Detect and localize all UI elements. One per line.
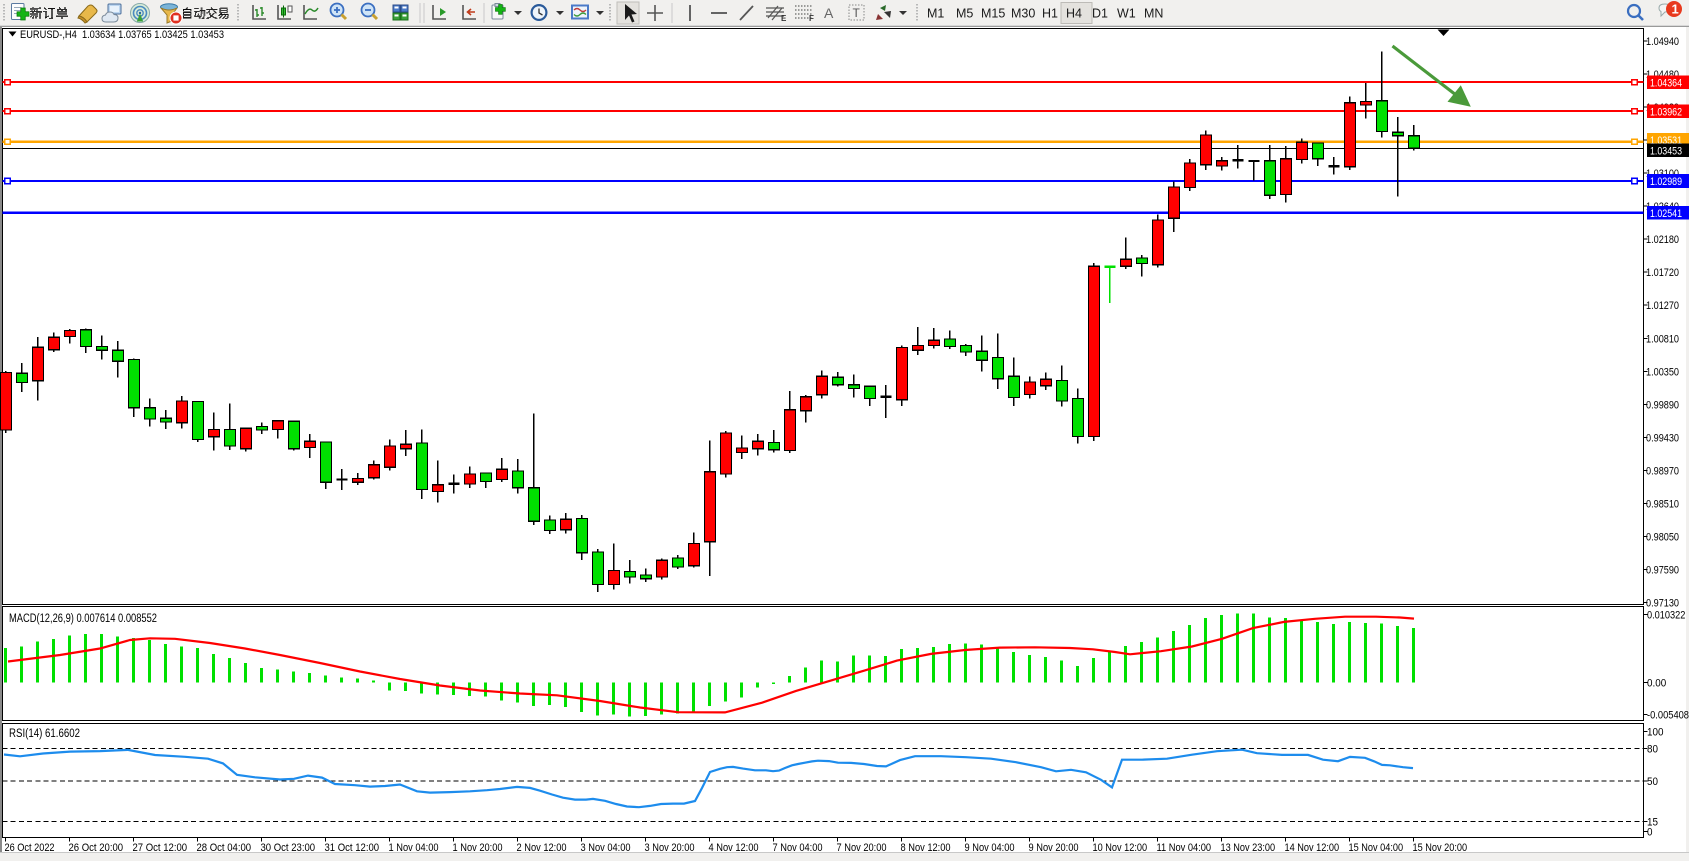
svg-text:M1: M1 — [927, 7, 944, 21]
svg-text:15 Nov 20:00: 15 Nov 20:00 — [1413, 842, 1468, 854]
svg-text:26 Oct 20:00: 26 Oct 20:00 — [69, 842, 124, 854]
svg-text:1.02180: 1.02180 — [1646, 234, 1679, 246]
svg-text:0.97130: 0.97130 — [1646, 598, 1679, 610]
svg-text:0.99890: 0.99890 — [1646, 399, 1679, 411]
svg-text:1.02989: 1.02989 — [1650, 176, 1682, 188]
svg-text:E: E — [781, 14, 787, 23]
svg-text:0.010322: 0.010322 — [1647, 609, 1685, 621]
svg-text:0.99430: 0.99430 — [1646, 432, 1679, 444]
svg-text:1.04364: 1.04364 — [1650, 77, 1682, 89]
svg-text:0.98510: 0.98510 — [1646, 498, 1679, 510]
svg-text:1.04940: 1.04940 — [1646, 36, 1679, 48]
svg-text:F: F — [809, 14, 814, 23]
svg-text:1 Nov 20:00: 1 Nov 20:00 — [453, 842, 503, 854]
svg-text:W1: W1 — [1117, 7, 1136, 21]
svg-text:27 Oct 12:00: 27 Oct 12:00 — [133, 842, 188, 854]
svg-text:80: 80 — [1647, 743, 1658, 755]
svg-text:30 Oct 23:00: 30 Oct 23:00 — [261, 842, 316, 854]
svg-text:H1: H1 — [1042, 7, 1058, 21]
svg-text:4 Nov 12:00: 4 Nov 12:00 — [709, 842, 759, 854]
svg-text:14 Nov 12:00: 14 Nov 12:00 — [1285, 842, 1340, 854]
svg-text:RSI(14) 61.6602: RSI(14) 61.6602 — [9, 728, 80, 740]
svg-text:EURUSD-,H4 1.03634 1.03765 1.: EURUSD-,H4 1.03634 1.03765 1.03425 1.034… — [20, 29, 224, 41]
svg-text:MN: MN — [1144, 7, 1163, 21]
svg-text:28 Oct 04:00: 28 Oct 04:00 — [197, 842, 252, 854]
svg-text:1.01720: 1.01720 — [1646, 267, 1679, 279]
svg-text:8 Nov 12:00: 8 Nov 12:00 — [901, 842, 951, 854]
svg-text:0.97590: 0.97590 — [1646, 564, 1679, 576]
svg-text:7 Nov 20:00: 7 Nov 20:00 — [837, 842, 887, 854]
svg-text:0: 0 — [1647, 827, 1653, 839]
svg-text:1.01270: 1.01270 — [1646, 300, 1679, 312]
svg-text:0.98970: 0.98970 — [1646, 465, 1679, 477]
svg-text:100: 100 — [1647, 727, 1664, 739]
svg-text:9 Nov 20:00: 9 Nov 20:00 — [1029, 842, 1079, 854]
svg-text:10 Nov 12:00: 10 Nov 12:00 — [1093, 842, 1148, 854]
svg-text:1 Nov 04:00: 1 Nov 04:00 — [389, 842, 439, 854]
svg-text:D1: D1 — [1092, 7, 1108, 21]
svg-text:15 Nov 04:00: 15 Nov 04:00 — [1349, 842, 1404, 854]
svg-text:A: A — [824, 5, 834, 21]
svg-text:31 Oct 12:00: 31 Oct 12:00 — [325, 842, 380, 854]
svg-text:1.02541: 1.02541 — [1650, 208, 1682, 220]
svg-text:15: 15 — [1647, 817, 1658, 829]
svg-text:T: T — [853, 6, 861, 20]
svg-text:H4: H4 — [1066, 7, 1082, 21]
svg-text:13 Nov 23:00: 13 Nov 23:00 — [1221, 842, 1276, 854]
svg-text:26 Oct 2022: 26 Oct 2022 — [5, 842, 55, 854]
svg-text:50: 50 — [1647, 776, 1658, 788]
svg-text:M15: M15 — [981, 7, 1005, 21]
svg-text:1: 1 — [1672, 2, 1679, 17]
svg-text:-0.005408: -0.005408 — [1647, 709, 1689, 721]
svg-text:1.03962: 1.03962 — [1650, 106, 1682, 118]
svg-text:9 Nov 04:00: 9 Nov 04:00 — [965, 842, 1015, 854]
svg-text:1.03453: 1.03453 — [1650, 146, 1682, 158]
svg-text:0.98050: 0.98050 — [1646, 531, 1679, 543]
svg-text:11 Nov 04:00: 11 Nov 04:00 — [1157, 842, 1212, 854]
svg-text:M5: M5 — [956, 7, 973, 21]
svg-text:1.00810: 1.00810 — [1646, 333, 1679, 345]
svg-text:7 Nov 04:00: 7 Nov 04:00 — [773, 842, 823, 854]
svg-text:2 Nov 12:00: 2 Nov 12:00 — [517, 842, 567, 854]
svg-text:0.00: 0.00 — [1647, 677, 1666, 689]
svg-text:1.00350: 1.00350 — [1646, 366, 1679, 378]
svg-text:MACD(12,26,9) 0.007614 0.00855: MACD(12,26,9) 0.007614 0.008552 — [9, 613, 157, 625]
svg-text:3 Nov 04:00: 3 Nov 04:00 — [581, 842, 631, 854]
svg-text:M30: M30 — [1011, 7, 1035, 21]
svg-text:3 Nov 20:00: 3 Nov 20:00 — [645, 842, 695, 854]
